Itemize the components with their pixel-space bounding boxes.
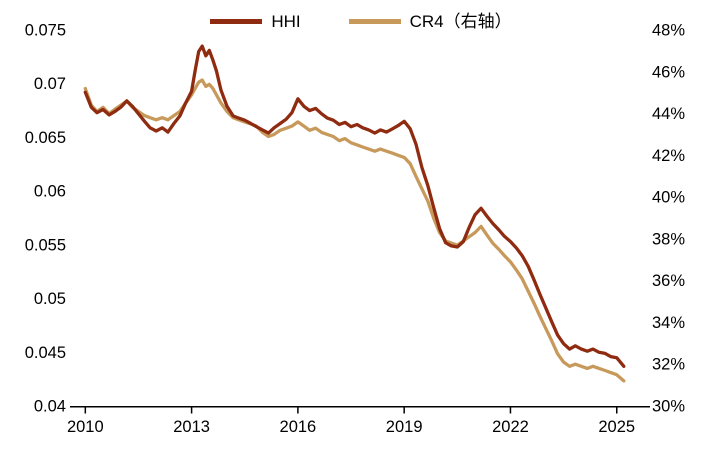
legend-item-hhi: HHI <box>210 12 301 31</box>
y-axis-right-tick-label: 42% <box>652 147 685 165</box>
y-axis-right-tick-label: 46% <box>652 63 685 81</box>
y-axis-right-tick-label: 34% <box>652 314 685 332</box>
y-axis-right-tick-label: 40% <box>652 189 685 207</box>
y-axis-left-tick-label: 0.045 <box>25 344 66 362</box>
hhi-line-swatch <box>210 19 263 24</box>
chart-legend: HHI CR4（右轴） <box>0 13 722 30</box>
y-axis-left-tick-label: 0.065 <box>25 129 66 147</box>
y-axis-left-tick-label: 0.06 <box>34 183 66 201</box>
x-axis-tick-label: 2010 <box>67 418 104 436</box>
legend-label-cr4: CR4（右轴） <box>409 12 512 31</box>
legend-label-hhi: HHI <box>271 12 301 31</box>
cr4-line-swatch <box>348 19 401 24</box>
x-axis-tick-label: 2019 <box>386 418 423 436</box>
hhi-line <box>83 44 626 368</box>
legend-item-cr4: CR4（右轴） <box>348 12 512 31</box>
y-axis-right-tick-label: 48% <box>652 22 685 40</box>
y-axis-left-tick-label: 0.05 <box>34 290 66 308</box>
y-axis-right-tick-label: 30% <box>652 398 685 416</box>
y-axis-right-tick-label: 36% <box>652 272 685 290</box>
x-axis-tick-label: 2016 <box>280 418 317 436</box>
y-axis-left-tick-label: 0.055 <box>25 236 66 254</box>
y-axis-right-tick-label: 32% <box>652 356 685 374</box>
y-axis-right-tick-label: 38% <box>652 230 685 248</box>
y-axis-left-tick-label: 0.04 <box>34 398 66 416</box>
x-axis-tick-label: 2025 <box>598 418 635 436</box>
cr4-line <box>83 78 626 383</box>
x-axis-tick-label: 2013 <box>173 418 210 436</box>
y-axis-left-tick-label: 0.075 <box>25 22 66 40</box>
y-axis-left-tick-label: 0.07 <box>34 75 66 93</box>
x-axis-tick-label: 2022 <box>492 418 529 436</box>
y-axis-right-tick-label: 44% <box>652 105 685 123</box>
